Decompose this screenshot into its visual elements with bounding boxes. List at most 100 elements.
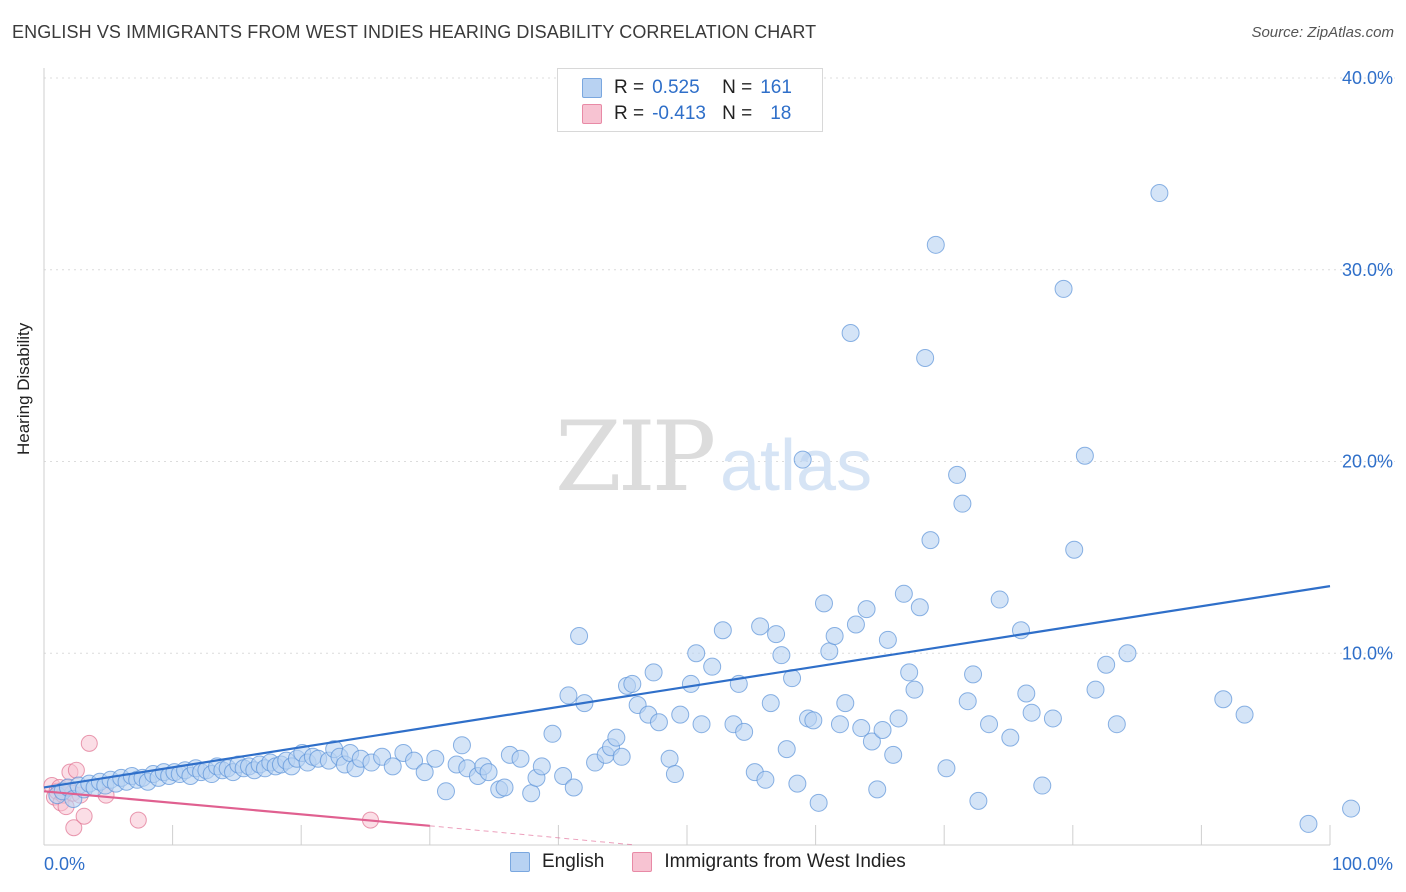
point-english (862, 732, 881, 751)
point-english (570, 626, 589, 645)
legend-n-value: 161 (760, 77, 792, 98)
point-english (894, 584, 913, 603)
point-english (564, 778, 583, 797)
point-english (1075, 446, 1094, 465)
chart-title: ENGLISH VS IMMIGRANTS FROM WEST INDIES H… (12, 22, 817, 42)
point-english (846, 615, 865, 634)
point-english (1086, 680, 1105, 699)
bottom-legend: English Immigrants from West Indies (510, 851, 934, 873)
point-english (644, 663, 663, 682)
point-english (825, 626, 844, 645)
bottom-legend-english: English (510, 851, 604, 873)
point-west-indies (65, 819, 83, 837)
y-tick-label: 40.0% (1342, 68, 1393, 88)
bottom-legend-swatch-west-indies (632, 852, 653, 872)
point-english (964, 665, 983, 684)
point-english (804, 711, 823, 730)
point-english (660, 749, 679, 768)
point-west-indies (129, 811, 147, 829)
point-english (852, 719, 871, 738)
point-english (649, 713, 668, 732)
axes (43, 68, 1331, 846)
point-english (937, 759, 956, 778)
x-tick-label: 0.0% (44, 854, 85, 874)
point-english (916, 348, 935, 367)
point-english (1001, 728, 1020, 747)
svg-text:ZIP: ZIP (555, 401, 714, 513)
legend-r-value: -0.413 (652, 103, 706, 124)
point-english (405, 751, 424, 770)
point-english (980, 715, 999, 734)
legend-n-value: 18 (770, 103, 792, 124)
legend-n-label: N = (722, 77, 753, 98)
point-english (426, 749, 445, 768)
point-english (990, 590, 1009, 609)
point-english (383, 757, 402, 776)
point-english (878, 630, 897, 649)
legend-swatch-english (582, 78, 602, 98)
point-english (1033, 776, 1052, 795)
source-label: Source: ZipAtlas.com (1251, 24, 1394, 41)
point-english (1022, 703, 1041, 722)
y-axis-label: Hearing Disability (14, 322, 33, 455)
point-english (522, 784, 541, 803)
point-english (830, 715, 849, 734)
point-english (612, 747, 631, 766)
point-english (1107, 715, 1126, 734)
point-english (820, 642, 839, 661)
trend-line-english (43, 585, 1331, 789)
point-english (857, 600, 876, 619)
x-tick-label: 100.0% (1332, 854, 1393, 874)
point-english (735, 722, 754, 741)
point-english (532, 757, 551, 776)
point-english (436, 782, 455, 801)
point-english (873, 720, 892, 739)
point-english (671, 705, 690, 724)
point-english (767, 625, 786, 644)
point-english (554, 766, 573, 785)
point-english (793, 450, 812, 469)
point-english (1043, 709, 1062, 728)
point-english (623, 674, 642, 693)
point-english (511, 749, 530, 768)
point-english (692, 715, 711, 734)
point-english (900, 663, 919, 682)
point-english (969, 791, 988, 810)
point-english (958, 692, 977, 711)
grid (44, 77, 1395, 654)
point-english (559, 686, 578, 705)
point-english (868, 780, 887, 799)
point-english (905, 680, 924, 699)
trend-lines (43, 585, 1331, 846)
point-english (926, 235, 945, 254)
legend-row-english: R = 0.525 N = 161 (582, 75, 792, 101)
point-english (703, 657, 722, 676)
y-tick-label: 30.0% (1342, 260, 1393, 280)
point-english (889, 709, 908, 728)
point-english (777, 740, 796, 759)
point-english (665, 765, 684, 784)
point-west-indies (80, 734, 98, 752)
bottom-legend-label-west-indies: Immigrants from West Indies (664, 851, 906, 872)
point-english (681, 674, 700, 693)
point-english (836, 694, 855, 713)
legend: R = 0.525 N = 161 R = -0.413 N = 18 (557, 68, 823, 132)
trend-line-west-indies-extension (429, 825, 636, 846)
point-english (814, 594, 833, 613)
point-english (1214, 690, 1233, 709)
point-english (921, 531, 940, 550)
point-english (452, 736, 471, 755)
point-english (1118, 644, 1137, 663)
point-english (1097, 655, 1116, 674)
legend-r-value: 0.525 (652, 77, 700, 98)
point-english (809, 793, 828, 812)
point-english (948, 465, 967, 484)
point-english (1342, 799, 1361, 818)
legend-swatch-west-indies (582, 104, 602, 124)
point-english (884, 745, 903, 764)
legend-row-west-indies: R = -0.413 N = 18 (582, 101, 791, 127)
trend-line-west-indies (43, 790, 430, 827)
point-english (1065, 540, 1084, 559)
point-english (1150, 184, 1169, 203)
point-english (772, 646, 791, 665)
